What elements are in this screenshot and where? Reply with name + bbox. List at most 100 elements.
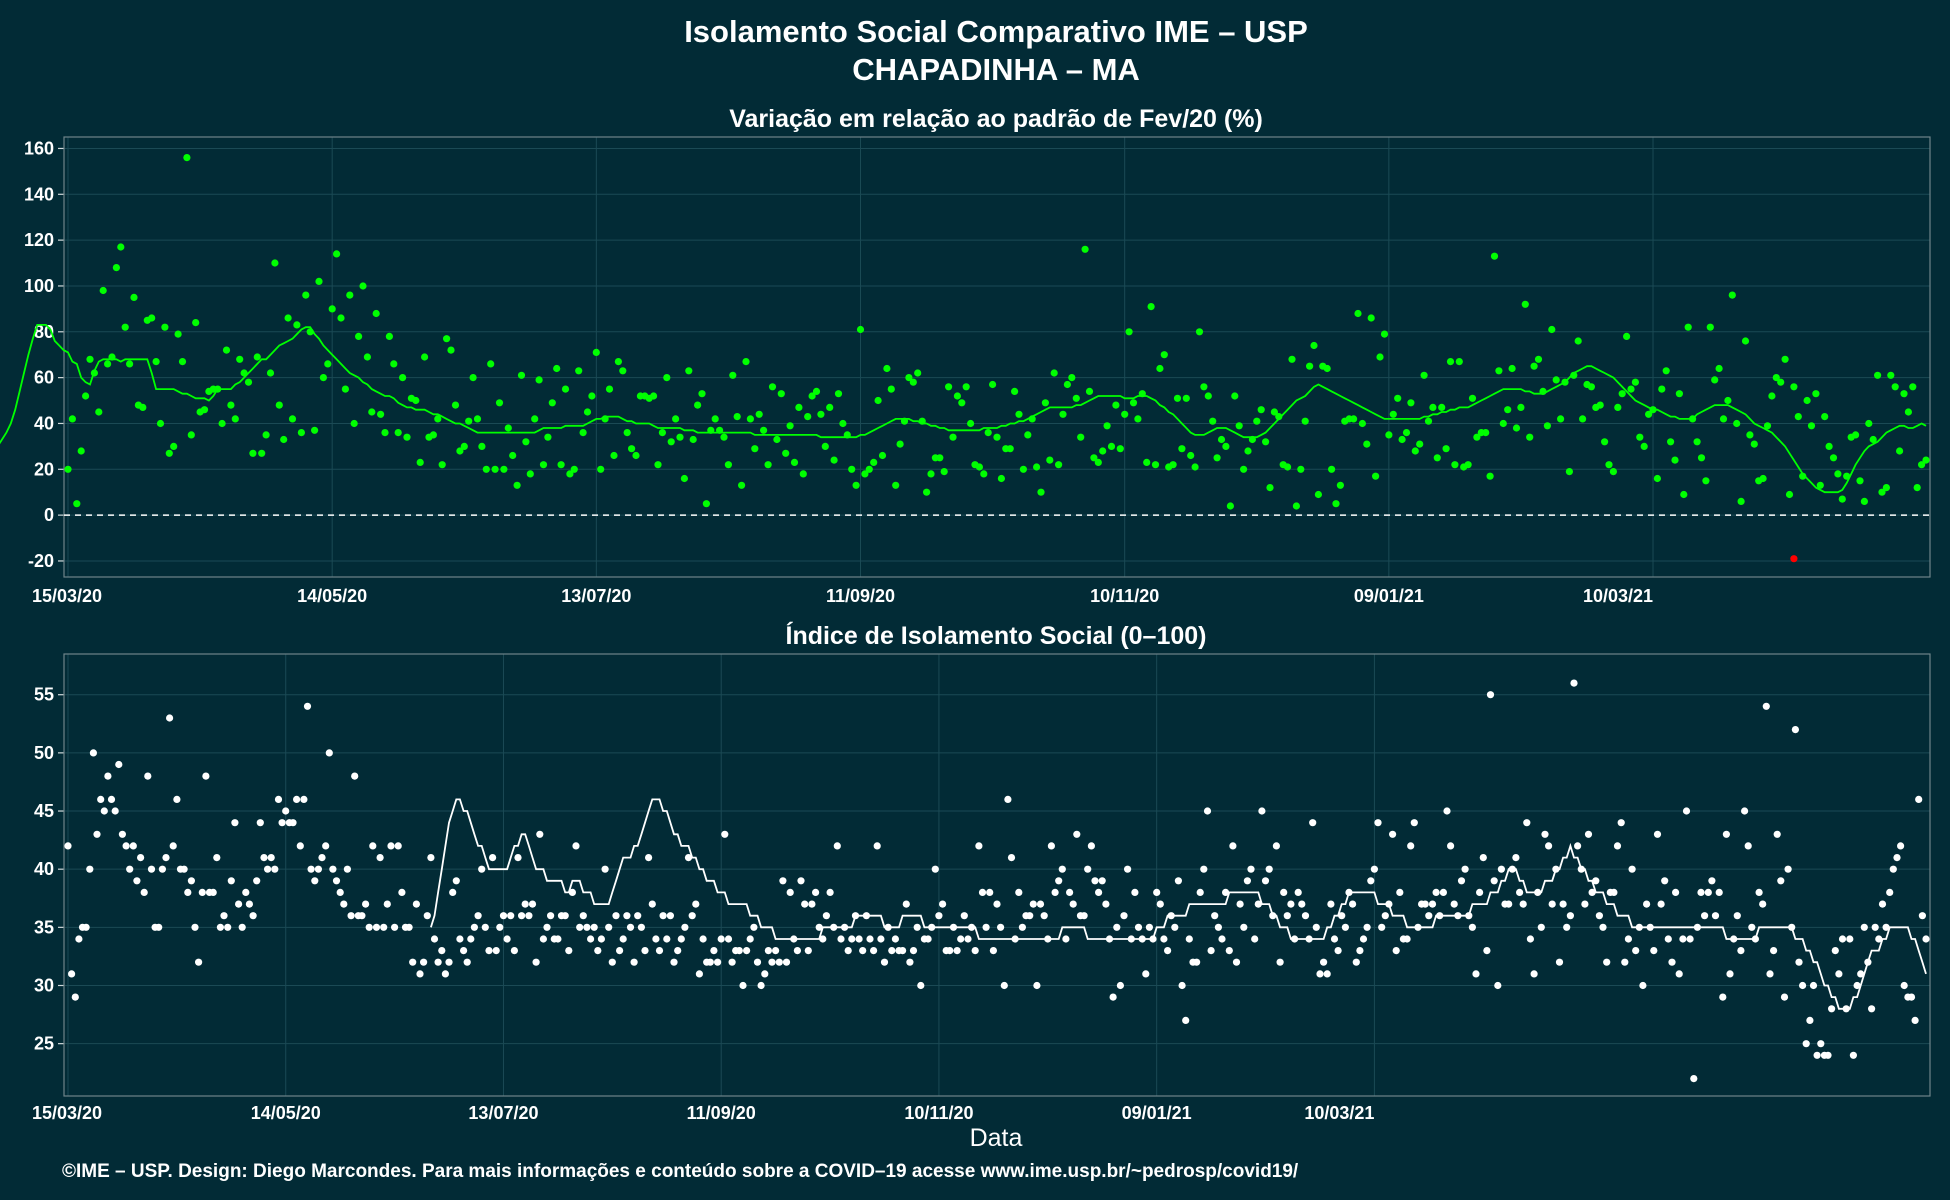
top-data-point bbox=[465, 417, 473, 425]
bottom-data-point bbox=[100, 807, 108, 815]
bottom-data-point bbox=[441, 970, 449, 978]
top-data-point bbox=[214, 385, 222, 393]
top-data-point bbox=[99, 286, 107, 295]
bottom-data-point bbox=[1505, 900, 1513, 908]
top-data-point bbox=[878, 451, 887, 460]
bottom-data-point bbox=[674, 947, 682, 955]
top-data-point bbox=[478, 442, 486, 450]
top-data-point bbox=[513, 481, 521, 489]
top-data-point bbox=[1209, 417, 1217, 425]
bottom-data-point bbox=[118, 830, 126, 838]
top-data-point bbox=[1411, 447, 1419, 455]
bottom-data-point bbox=[1497, 865, 1505, 873]
top-data-point bbox=[165, 449, 173, 457]
top-data-point bbox=[1763, 422, 1772, 430]
top-data-point bbox=[297, 429, 305, 437]
top-data-point bbox=[1772, 374, 1780, 382]
top-data-point bbox=[1737, 497, 1745, 505]
bottom-data-point bbox=[1330, 935, 1339, 943]
bottom-data-point bbox=[634, 912, 642, 920]
top-data-point bbox=[1253, 417, 1261, 425]
top-data-point bbox=[117, 243, 125, 251]
top-data-point bbox=[1394, 394, 1402, 402]
top-data-point bbox=[742, 358, 750, 366]
top-data-point bbox=[614, 358, 623, 366]
top-data-point bbox=[1050, 369, 1058, 377]
top-data-point bbox=[680, 474, 689, 483]
top-data-point bbox=[1156, 364, 1164, 373]
bottom-data-point bbox=[195, 958, 203, 966]
bottom-data-point bbox=[274, 795, 283, 804]
top-data-point bbox=[1121, 410, 1129, 418]
bottom-data-point bbox=[1777, 877, 1785, 885]
bottom-data-point bbox=[735, 947, 743, 955]
top-data-point bbox=[804, 413, 812, 421]
top-data-point bbox=[566, 470, 574, 478]
top-data-point bbox=[1077, 433, 1085, 441]
top-data-point bbox=[315, 277, 323, 285]
top-data-point bbox=[1226, 502, 1234, 510]
top-data-point bbox=[579, 429, 587, 437]
top-data-point bbox=[1702, 477, 1710, 485]
top-data-point bbox=[108, 353, 116, 361]
bottom-data-point bbox=[1356, 947, 1364, 955]
top-data-point bbox=[1143, 458, 1151, 466]
bottom-data-point bbox=[761, 970, 769, 978]
bottom-data-point bbox=[307, 865, 315, 873]
bottom-data-point bbox=[1120, 912, 1128, 920]
bottom-data-point bbox=[1316, 970, 1324, 978]
top-data-point bbox=[64, 465, 72, 473]
top-data-point bbox=[1609, 468, 1617, 476]
top-data-point bbox=[346, 291, 354, 299]
bottom-data-point bbox=[724, 935, 733, 943]
bottom-data-point bbox=[768, 958, 776, 966]
top-data-point bbox=[1829, 454, 1838, 462]
top-data-point bbox=[795, 403, 803, 411]
bottom-data-point bbox=[89, 749, 97, 757]
bottom-data-point bbox=[1842, 1005, 1850, 1013]
bottom-data-point bbox=[1425, 912, 1433, 920]
bottom-data-point bbox=[851, 912, 860, 920]
top-data-point bbox=[962, 383, 970, 391]
top-data-point bbox=[764, 461, 772, 469]
bottom-data-point bbox=[1283, 912, 1291, 920]
bottom-data-point bbox=[612, 912, 620, 920]
bottom-data-point bbox=[1577, 865, 1585, 873]
bottom-data-point bbox=[1203, 807, 1212, 815]
chart-subtitle: CHAPADINHA – MA bbox=[852, 52, 1140, 87]
bottom-data-point bbox=[158, 865, 166, 873]
top-data-point bbox=[1090, 454, 1098, 462]
top-data-point bbox=[1464, 461, 1472, 469]
top-data-point bbox=[861, 470, 869, 478]
top-data-point bbox=[231, 415, 239, 423]
bottom-data-point bbox=[260, 854, 268, 862]
bottom-data-point bbox=[343, 865, 351, 873]
bottom-data-point bbox=[474, 912, 482, 920]
top-data-point bbox=[359, 282, 367, 290]
bottom-data-point bbox=[1566, 912, 1574, 920]
top-data-point bbox=[561, 385, 570, 393]
bottom-data-point bbox=[913, 923, 921, 931]
bottom-data-point bbox=[1675, 970, 1683, 978]
bottom-data-point bbox=[982, 923, 990, 931]
top-data-point bbox=[672, 415, 680, 423]
bottom-data-point bbox=[303, 702, 312, 710]
bottom-data-point bbox=[1309, 819, 1317, 827]
bottom-data-point bbox=[325, 749, 333, 757]
bottom-data-point bbox=[126, 865, 134, 873]
bottom-data-point bbox=[351, 772, 359, 780]
bottom-data-point bbox=[1145, 923, 1153, 931]
bottom-data-point bbox=[1483, 947, 1491, 955]
top-data-point bbox=[544, 433, 552, 441]
bottom-data-point bbox=[968, 923, 976, 931]
top-data-point bbox=[1407, 399, 1415, 407]
bottom-data-point bbox=[587, 935, 595, 943]
bottom-data-point bbox=[253, 877, 261, 885]
bottom-data-point bbox=[822, 912, 831, 920]
top-data-point bbox=[570, 465, 578, 473]
bottom-data-point bbox=[376, 854, 384, 862]
bottom-data-point bbox=[528, 900, 537, 908]
top-y-tick-label: 60 bbox=[34, 368, 54, 388]
bottom-data-point bbox=[939, 900, 947, 908]
top-data-point bbox=[830, 456, 838, 464]
